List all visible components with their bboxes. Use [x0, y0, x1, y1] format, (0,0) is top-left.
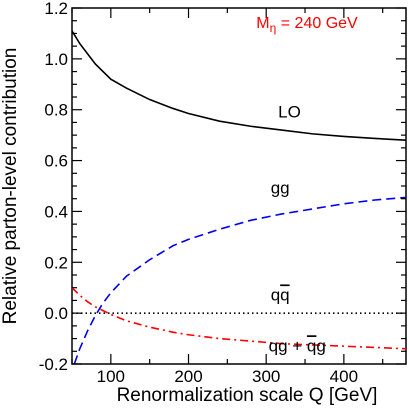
x-tick-label: 400: [330, 367, 358, 386]
axis-ticks: [71, 7, 406, 365]
plot-frame: [71, 7, 407, 365]
x-tick-label: 300: [252, 367, 280, 386]
y-tick-label: 0.6: [44, 152, 68, 171]
series-group: [72, 30, 406, 364]
y-tick-label: 0.2: [44, 253, 68, 272]
y-axis-label: Relative parton-level contribution: [0, 48, 21, 325]
series-label-2: gg: [271, 179, 290, 198]
series-label-4: qg + qg: [269, 336, 326, 355]
x-axis-label: Renormalization scale Q [GeV]: [117, 385, 378, 406]
y-tick-label: 0.8: [44, 101, 68, 120]
x-tick-label: 100: [97, 367, 125, 386]
y-tick-label: -0.2: [39, 355, 68, 374]
y-tick-label: 0.0: [44, 304, 68, 323]
series-line-2: [73, 196, 406, 364]
y-tick-label: 0.4: [44, 202, 68, 221]
series-label-3: qq: [271, 285, 290, 304]
series-label-1: LO: [278, 102, 301, 121]
plot-area: [71, 7, 407, 365]
mass-annotation: Mη = 240 GeV: [256, 15, 358, 35]
series-line-4: [72, 287, 406, 350]
y-tick-label: 1.0: [44, 50, 68, 69]
axis-labels: 100 200 300 400 -0.2 0.0 0.2 0.4 0.6 0.8 1.0 1.2 Ren…: [0, 0, 377, 406]
x-tick-label: 200: [174, 367, 202, 386]
y-tick-label: 1.2: [44, 0, 68, 18]
series-line-1: [72, 30, 406, 142]
